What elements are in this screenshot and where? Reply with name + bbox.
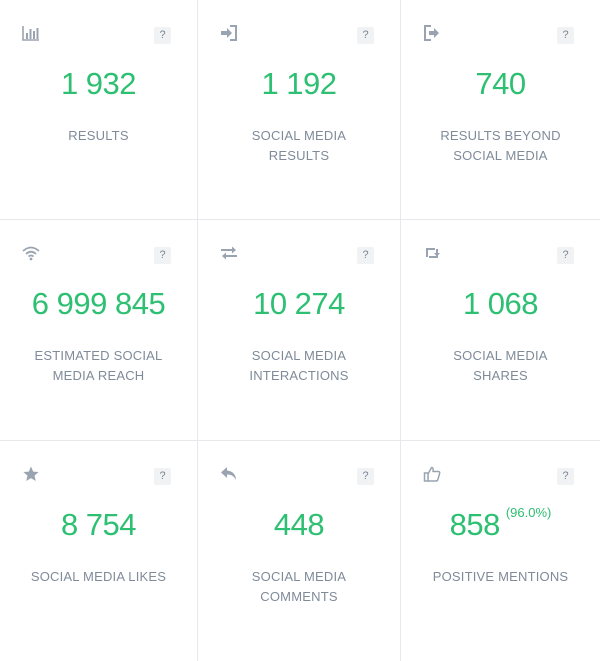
- stat-card-results-beyond-social-media: ? 740 RESULTS BEYOND SOCIAL MEDIA: [401, 0, 600, 220]
- sign-in-icon: [220, 25, 240, 43]
- stat-label-line: RESULTS: [68, 128, 129, 143]
- stat-value: 448: [273, 507, 325, 542]
- star-icon: [22, 466, 42, 484]
- stat-value: 1 192: [261, 66, 337, 101]
- help-button[interactable]: ?: [557, 468, 574, 485]
- help-button[interactable]: ?: [357, 27, 374, 44]
- stat-label: SOCIAL MEDIA LIKES: [10, 567, 187, 587]
- help-button[interactable]: ?: [154, 468, 171, 485]
- stat-label-line: SOCIAL MEDIA: [251, 348, 347, 363]
- stat-percentage: (96.0%): [505, 505, 552, 520]
- stat-card-social-media-comments: ? 448 SOCIAL MEDIA COMMENTS: [198, 441, 401, 661]
- stat-label-line: SOCIAL MEDIA: [251, 128, 347, 143]
- stat-card-positive-mentions: ? 858 (96.0%) POSITIVE MENTIONS: [401, 441, 600, 661]
- stat-value: 1 932: [60, 66, 137, 101]
- stat-label: SOCIAL MEDIA RESULTS: [208, 126, 390, 166]
- stat-label-line: COMMENTS: [260, 589, 338, 604]
- thumbs-up-icon: [423, 466, 443, 484]
- sign-out-icon: [423, 25, 443, 43]
- stat-label-line: SOCIAL MEDIA: [453, 148, 548, 163]
- stat-label: SOCIAL MEDIA SHARES: [411, 346, 590, 386]
- stat-label-line: POSITIVE MENTIONS: [432, 569, 569, 584]
- stat-label: POSITIVE MENTIONS: [411, 567, 590, 587]
- stat-value: 1 068: [462, 286, 539, 321]
- help-button[interactable]: ?: [357, 468, 374, 485]
- stat-label: RESULTS BEYOND SOCIAL MEDIA: [411, 126, 590, 166]
- stat-label: SOCIAL MEDIA COMMENTS: [208, 567, 390, 607]
- bar-chart-icon: [22, 25, 42, 43]
- help-button[interactable]: ?: [154, 247, 171, 264]
- stat-label: SOCIAL MEDIA INTERACTIONS: [208, 346, 390, 386]
- stat-card-estimated-social-media-reach: ? 6 999 845 ESTIMATED SOCIAL MEDIA REACH: [0, 220, 198, 441]
- stat-label: RESULTS: [10, 126, 187, 146]
- stat-label-line: SOCIAL MEDIA: [251, 569, 347, 584]
- wifi-icon: [22, 245, 42, 263]
- stat-label-line: INTERACTIONS: [249, 368, 349, 383]
- reply-icon: [220, 466, 240, 484]
- help-button[interactable]: ?: [154, 27, 171, 44]
- stat-card-results: ? 1 932 RESULTS: [0, 0, 198, 220]
- stat-label-line: MEDIA REACH: [52, 368, 145, 383]
- stat-card-social-media-shares: ? 1 068 SOCIAL MEDIA SHARES: [401, 220, 600, 441]
- help-button[interactable]: ?: [557, 247, 574, 264]
- stat-value: 740: [475, 66, 526, 101]
- stat-value: 10 274: [253, 286, 345, 321]
- stat-label: ESTIMATED SOCIAL MEDIA REACH: [10, 346, 187, 386]
- stat-label-line: SHARES: [473, 368, 528, 383]
- stat-label-line: SOCIAL MEDIA: [453, 348, 548, 363]
- stat-label-line: SOCIAL MEDIA LIKES: [30, 569, 167, 584]
- stat-card-social-media-results: ? 1 192 SOCIAL MEDIA RESULTS: [198, 0, 401, 220]
- stat-card-social-media-likes: ? 8 754 SOCIAL MEDIA LIKES: [0, 441, 198, 661]
- stat-label-line: RESULTS BEYOND: [440, 128, 561, 143]
- stat-value: 858 (96.0%): [401, 505, 600, 543]
- stat-label-line: ESTIMATED SOCIAL: [34, 348, 163, 363]
- retweet-icon: [423, 245, 443, 263]
- exchange-icon: [220, 245, 240, 263]
- stat-card-social-media-interactions: ? 10 274 SOCIAL MEDIA INTERACTIONS: [198, 220, 401, 441]
- stat-label-line: RESULTS: [268, 148, 330, 163]
- help-button[interactable]: ?: [557, 27, 574, 44]
- stat-value-number: 858: [449, 507, 501, 542]
- stat-value: 6 999 845: [31, 286, 166, 321]
- help-button[interactable]: ?: [357, 247, 374, 264]
- stat-value: 8 754: [60, 507, 137, 542]
